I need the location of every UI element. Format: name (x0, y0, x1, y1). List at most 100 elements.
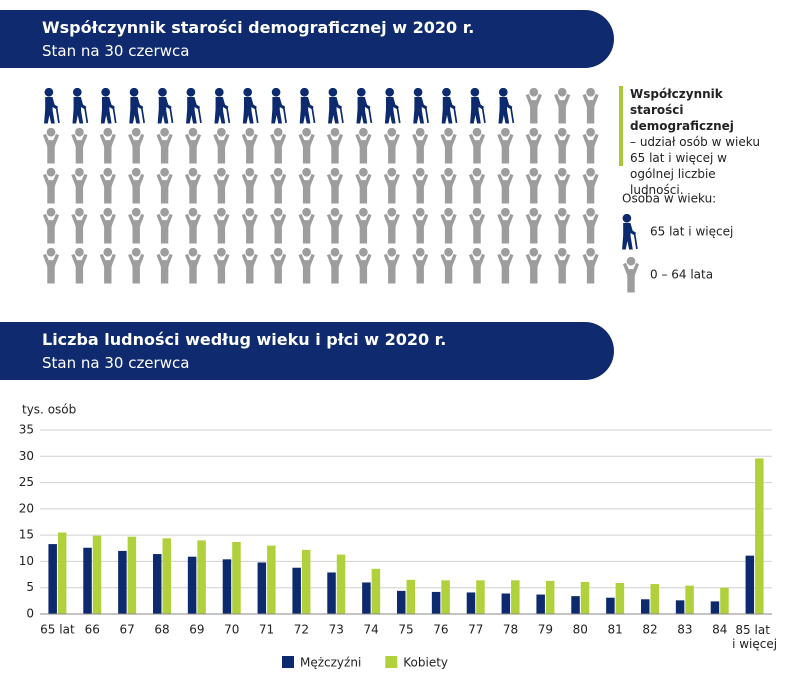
header-subtitle: Stan na 30 czerwca (42, 42, 190, 60)
person-icon (440, 208, 457, 244)
person-icon (412, 208, 429, 244)
legend-label: Kobiety (403, 656, 448, 670)
person-icon (554, 208, 571, 244)
axis-title: tys. osób (22, 403, 76, 417)
person-icon (43, 88, 60, 124)
person-icon (355, 208, 372, 244)
bar (362, 582, 371, 614)
bar (755, 458, 764, 614)
x-tick-label: 75 (398, 623, 413, 637)
person-icon (356, 88, 373, 124)
bar (685, 585, 694, 614)
y-tick-label: 20 (19, 501, 34, 515)
person-icon (497, 248, 514, 284)
person-icon (469, 248, 485, 284)
person-icon (185, 168, 201, 204)
person-icon (270, 168, 287, 204)
person-icon (214, 88, 231, 124)
person-icon (128, 88, 146, 124)
bar (615, 582, 625, 614)
person-icon (241, 248, 258, 284)
person-icon (327, 208, 343, 244)
bar (232, 541, 241, 614)
person-icon (497, 128, 514, 164)
x-tick-label: 81 (608, 623, 623, 637)
person-icon (469, 168, 485, 204)
person-icon (43, 168, 59, 204)
person-icon (299, 88, 316, 124)
legend-swatch (385, 656, 398, 668)
x-tick-label: 82 (642, 623, 657, 637)
definition-text: – udział osób w wieku 65 lat i więcej w … (630, 135, 760, 197)
person-icon (525, 248, 542, 284)
x-tick-label: 71 (259, 623, 274, 637)
person-icon (440, 168, 457, 204)
person-icon (128, 208, 145, 244)
person-icon (582, 248, 599, 284)
person-icon (298, 248, 315, 284)
person-icon (327, 168, 343, 204)
person-icon (270, 248, 287, 284)
bar (406, 579, 415, 614)
person-icon (156, 248, 173, 284)
person-icon (71, 208, 88, 244)
bar (441, 580, 450, 614)
legend-swatch (282, 656, 294, 668)
definition: Współczynnik starości demograficznej – ud… (630, 86, 770, 198)
bar (476, 580, 485, 614)
person-icon (355, 248, 372, 284)
person-icon (582, 88, 599, 124)
bar (745, 555, 755, 614)
person-icon (241, 208, 258, 244)
person-icon (412, 248, 429, 284)
bar (466, 592, 476, 614)
bar (327, 572, 336, 614)
person-icon (72, 88, 89, 124)
x-tick-label: 72 (294, 623, 309, 637)
person-icon (469, 208, 485, 244)
person-icon (241, 168, 258, 204)
y-tick-label: 10 (19, 554, 34, 568)
bar (580, 581, 590, 614)
bar (301, 549, 311, 614)
header: Liczba ludności według wieku i płci w 20… (0, 322, 614, 380)
person-icon (156, 128, 173, 164)
person-icon (185, 248, 201, 284)
bar (222, 559, 232, 614)
person-icon (298, 208, 315, 244)
person-icon (270, 88, 288, 124)
person-icon (71, 248, 88, 284)
person-icon (383, 208, 400, 244)
person-icon (582, 168, 599, 204)
person-icon (497, 168, 514, 204)
person-icon (440, 128, 457, 164)
person-icon (383, 168, 400, 204)
person-icon (498, 88, 515, 124)
bar (641, 599, 650, 614)
bar (606, 597, 615, 614)
legend-label: 0 – 64 lata (650, 268, 713, 282)
person-icon (128, 128, 145, 164)
x-tick-label: 66 (85, 623, 100, 637)
bar (536, 594, 545, 614)
bar (501, 593, 511, 614)
person-icon (327, 88, 344, 124)
y-tick-label: 30 (19, 449, 34, 463)
x-tick-label: 78 (503, 623, 518, 637)
person-icon (185, 88, 202, 124)
x-tick-label: 65 lat (40, 623, 75, 637)
legend-label: 65 lat i więcej (650, 225, 733, 239)
person-icon (554, 128, 571, 164)
person-icon (412, 88, 430, 124)
person-icon (582, 128, 599, 164)
bar (162, 538, 171, 614)
person-icon (213, 248, 230, 284)
bar (197, 540, 206, 614)
person-icon (412, 168, 429, 204)
bar (267, 545, 276, 614)
x-tick-label: 79 (538, 623, 553, 637)
x-tick-label: 76 (433, 623, 448, 637)
bar (397, 590, 406, 614)
bar (371, 568, 381, 614)
person-icon (156, 208, 173, 244)
